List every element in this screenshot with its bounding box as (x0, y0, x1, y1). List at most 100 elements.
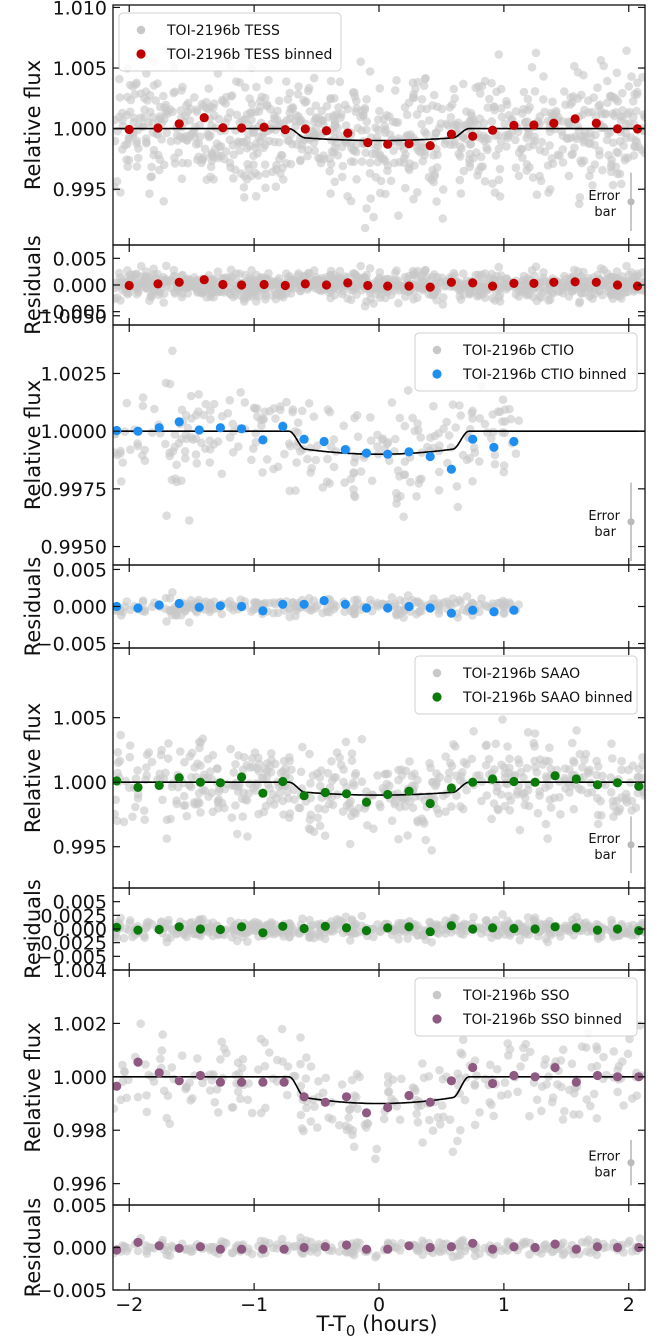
saao-binned-residual-point (592, 925, 603, 935)
tess-binned-point (488, 125, 498, 135)
tess-error-bar-label: bar (594, 205, 616, 220)
sso-binned-point (550, 1062, 560, 1073)
tess-raw-point (327, 136, 336, 145)
tess-raw-residual-point (116, 296, 125, 305)
saao-raw-point (469, 727, 478, 736)
tess-raw-point (623, 109, 633, 119)
tess-raw-point (563, 134, 573, 143)
sso-binned-residual-point (341, 1240, 352, 1250)
tess-raw-point (217, 95, 227, 105)
tess-raw-point (372, 133, 382, 142)
saao-raw-residual-point (207, 927, 217, 936)
saao-binned-point (571, 774, 581, 784)
ctio-raw-point (468, 414, 477, 423)
saao-binned-point (530, 777, 540, 787)
sso-raw-point (581, 1043, 591, 1052)
tess-raw-point (168, 107, 177, 116)
tess-raw-residual-point (545, 284, 554, 294)
ctio-raw-point (393, 466, 403, 475)
ctio-raw-point (297, 406, 307, 416)
saao-raw-residual-point (417, 930, 427, 939)
saao-raw-point (607, 739, 616, 748)
saao-binned-residual-point (299, 923, 309, 934)
ctio-raw-point (126, 445, 135, 455)
ctio-error-bar-label: Error (588, 509, 620, 524)
saao-raw-point (142, 750, 152, 760)
sso-binned-point (592, 1070, 603, 1081)
tess-raw-point (356, 57, 366, 66)
tess-main-panel (113, 45, 645, 233)
sso-raw-point (238, 1054, 248, 1064)
sso-raw-point (485, 1098, 495, 1107)
saao-raw-point (394, 834, 403, 844)
ctio-raw-point (399, 512, 408, 521)
tess-raw-point (431, 128, 441, 138)
tess-raw-residual-point (270, 283, 279, 293)
sso-raw-point (227, 1103, 237, 1112)
tess-raw-point (405, 165, 414, 175)
tess-raw-point (386, 176, 396, 186)
tess-raw-point (329, 127, 338, 136)
ctio-raw-point (366, 436, 376, 445)
tess-binned-point (237, 123, 247, 133)
tess-raw-point (400, 103, 410, 112)
tess-raw-point (473, 171, 482, 180)
ctio-binned-residual-point (133, 603, 143, 613)
saao-raw-point (241, 795, 250, 804)
ctio-raw-point (206, 406, 215, 415)
saao-raw-point (441, 807, 450, 816)
tess-raw-point (155, 112, 164, 121)
ctio-raw-point (172, 460, 181, 470)
tess-raw-residual-point (147, 292, 157, 301)
saao-raw-point (585, 765, 594, 775)
saao-raw-residual-point (520, 930, 530, 939)
saao-raw-point (306, 779, 315, 788)
sso-raw-point (206, 1086, 215, 1095)
sso-raw-point (335, 1120, 344, 1130)
tess-raw-point (350, 88, 359, 97)
saao-binned-point (488, 774, 498, 784)
tess-raw-point (169, 88, 178, 98)
tess-raw-point (500, 119, 510, 129)
saao-binned-point (612, 778, 623, 788)
saao-raw-point (162, 834, 172, 843)
saao-binned-point (550, 771, 560, 781)
saao-binned-point (258, 788, 268, 798)
sso-raw-point (525, 1111, 534, 1121)
sso-raw-residual-point (314, 1242, 323, 1252)
saao-binned-residual-point (174, 922, 184, 932)
tess-raw-point (380, 121, 390, 131)
tess-raw-point (612, 68, 622, 78)
sso-raw-point (521, 1039, 531, 1049)
sso-raw-point (314, 1077, 323, 1086)
tess-raw-point (395, 141, 405, 151)
ctio-raw-residual-point (228, 605, 238, 615)
tess-raw-point (235, 78, 244, 87)
tess-raw-point (303, 151, 312, 161)
tess-raw-residual-point (343, 294, 352, 303)
tess-binned-point (446, 129, 456, 139)
sso-raw-point (372, 1144, 382, 1154)
tess-raw-residual-point (202, 293, 211, 302)
saao-raw-point (530, 742, 539, 751)
ctio-raw-point (499, 467, 509, 477)
sso-raw-residual-point (260, 1237, 270, 1246)
tess-raw-point (352, 104, 361, 113)
saao-error-bar-point (627, 841, 635, 849)
tess-raw-residual-point (557, 281, 567, 291)
tess-raw-point (613, 148, 623, 158)
saao-raw-point (185, 752, 195, 761)
tess-raw-point (429, 151, 438, 160)
ctio-raw-residual-point (498, 596, 508, 606)
sso-raw-point (177, 1051, 187, 1060)
tess-raw-point (469, 117, 479, 127)
tess-raw-point (357, 157, 367, 166)
saao-raw-point (394, 775, 403, 785)
tess-binned-point (280, 125, 290, 135)
tess-raw-point (178, 158, 187, 168)
tess-legend-raw-marker (136, 25, 146, 35)
tess-raw-point (362, 204, 371, 213)
sso-raw-point (472, 1071, 481, 1080)
tess-binned-point (570, 114, 580, 124)
saao-binned-residual-point (113, 922, 122, 932)
